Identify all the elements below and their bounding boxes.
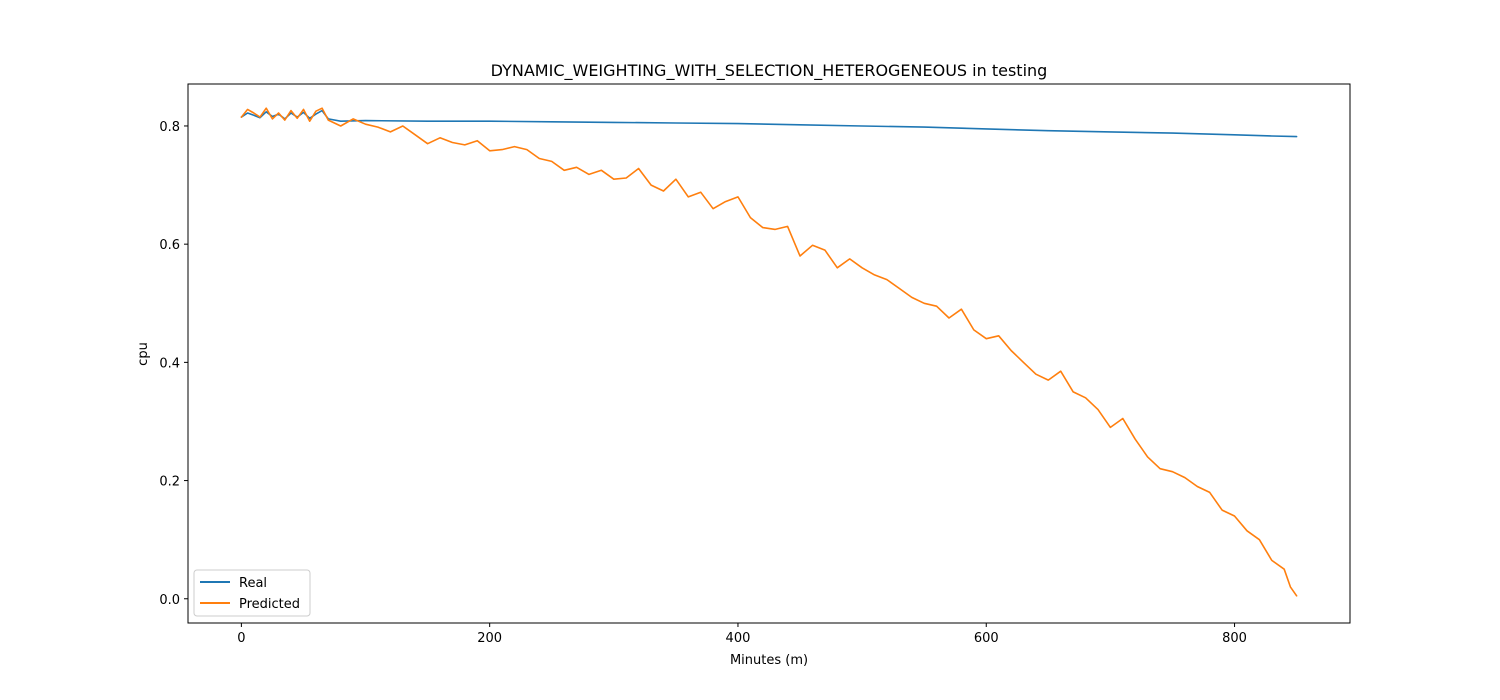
plot-frame (187, 83, 1351, 624)
x-tick-label: 200 (477, 631, 502, 646)
legend-label-real: Real (239, 576, 267, 591)
x-tick-label: 0 (237, 631, 245, 646)
legend: Real Predicted (193, 569, 311, 617)
y-tick-label: 0.0 (159, 593, 180, 608)
legend-label-predicted: Predicted (239, 597, 300, 612)
y-tick-label: 0.6 (159, 238, 180, 253)
x-tick-label: 600 (974, 631, 999, 646)
x-tick-label: 400 (726, 631, 751, 646)
series-line-real (240, 109, 1298, 138)
series-line-predicted (240, 107, 1298, 597)
y-tick-label: 0.8 (159, 120, 180, 135)
y-tick-label: 0.4 (159, 356, 180, 371)
x-axis-label: Minutes (m) (730, 653, 808, 668)
y-axis-label: cpu (136, 342, 151, 366)
y-tick-label: 0.2 (159, 475, 180, 490)
chart-title: DYNAMIC_WEIGHTING_WITH_SELECTION_HETEROG… (491, 61, 1048, 81)
x-tick-label: 800 (1222, 631, 1247, 646)
